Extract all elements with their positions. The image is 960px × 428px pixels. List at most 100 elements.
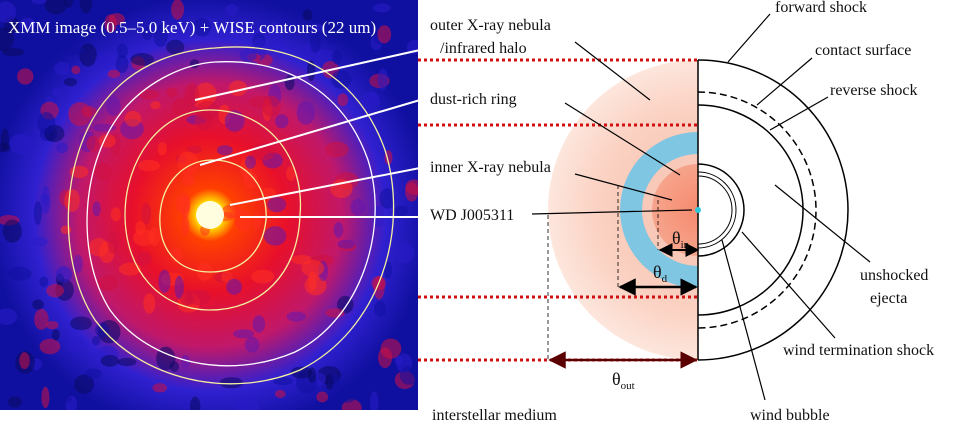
label: WD J005311 bbox=[430, 207, 514, 224]
speckle bbox=[224, 110, 245, 132]
symbol: θ bbox=[672, 228, 681, 248]
speckle bbox=[41, 386, 50, 409]
speckle bbox=[219, 377, 244, 389]
speckle bbox=[27, 33, 37, 56]
speckle bbox=[98, 275, 118, 292]
speckle bbox=[95, 52, 114, 70]
speckle bbox=[31, 0, 47, 5]
contour bbox=[86, 61, 376, 367]
speckle bbox=[384, 386, 401, 410]
speckle bbox=[124, 110, 142, 127]
angle-label: θd bbox=[653, 262, 668, 285]
speckle bbox=[252, 315, 266, 333]
speckle bbox=[51, 329, 60, 341]
speckle bbox=[171, 0, 185, 20]
speckle bbox=[373, 275, 385, 300]
speckle bbox=[118, 262, 142, 276]
speckle bbox=[244, 336, 260, 353]
speckle bbox=[92, 201, 101, 217]
speckle bbox=[296, 101, 315, 125]
pointer bbox=[564, 102, 681, 176]
pointer-lines bbox=[194, 49, 421, 218]
speckle bbox=[39, 58, 51, 72]
speckle bbox=[84, 368, 102, 379]
pointer bbox=[229, 167, 421, 206]
subscript: d bbox=[662, 273, 668, 285]
speckle bbox=[272, 376, 293, 386]
speckle bbox=[19, 17, 36, 30]
forward-shock bbox=[697, 59, 849, 361]
nebula-schematic bbox=[548, 60, 698, 360]
speckle bbox=[394, 242, 415, 264]
speckle bbox=[19, 352, 30, 370]
pointer bbox=[199, 99, 421, 166]
speckle bbox=[43, 35, 65, 54]
pointer bbox=[574, 173, 673, 201]
bright-core bbox=[196, 201, 224, 229]
speckle bbox=[7, 266, 32, 281]
speckle bbox=[56, 142, 69, 154]
speckle bbox=[239, 48, 257, 62]
speckle bbox=[39, 338, 61, 355]
speckle bbox=[107, 230, 120, 254]
speckle bbox=[243, 171, 258, 189]
speckle bbox=[44, 0, 67, 15]
label: reverse shock bbox=[830, 82, 918, 99]
speckle bbox=[158, 269, 171, 293]
speckle bbox=[369, 391, 379, 410]
speckle bbox=[31, 237, 48, 247]
speckle bbox=[333, 221, 344, 238]
speckle bbox=[130, 53, 154, 66]
speckle bbox=[93, 162, 112, 181]
speckle bbox=[261, 187, 277, 198]
speckle bbox=[226, 278, 242, 295]
pointer bbox=[194, 49, 421, 101]
speckle bbox=[216, 145, 233, 156]
pointer bbox=[774, 184, 871, 263]
speckle bbox=[79, 43, 97, 67]
shock-structure bbox=[697, 59, 849, 361]
speckle bbox=[286, 311, 306, 322]
speckle bbox=[46, 321, 59, 330]
speckle bbox=[136, 251, 152, 266]
speckle bbox=[52, 87, 62, 97]
speckle bbox=[148, 226, 160, 247]
speckle bbox=[46, 283, 64, 298]
speckle bbox=[166, 87, 178, 98]
speckle bbox=[0, 128, 10, 151]
subscript: in bbox=[681, 239, 690, 251]
reverse-shock bbox=[697, 104, 804, 316]
speckle bbox=[314, 49, 336, 62]
speckle bbox=[290, 366, 313, 379]
speckle bbox=[267, 196, 287, 213]
contour bbox=[159, 159, 267, 273]
white-dwarf bbox=[695, 207, 701, 213]
speckle bbox=[142, 26, 153, 41]
speckle bbox=[233, 329, 254, 339]
speckle bbox=[54, 61, 70, 76]
speckle bbox=[153, 24, 168, 48]
speckle bbox=[100, 354, 119, 367]
speckle bbox=[380, 338, 402, 359]
speckle bbox=[32, 299, 44, 310]
speckle bbox=[316, 391, 329, 403]
speckle bbox=[379, 188, 395, 209]
speckle bbox=[181, 215, 190, 236]
label: forward shock bbox=[775, 0, 867, 16]
speckle bbox=[138, 159, 161, 172]
speckle bbox=[38, 193, 51, 214]
image-caption: XMM image (0.5–5.0 keV) + WISE contours … bbox=[8, 18, 376, 37]
speckle bbox=[106, 96, 121, 117]
speckle bbox=[73, 254, 83, 273]
speckle bbox=[0, 308, 18, 325]
speckle bbox=[304, 275, 327, 296]
speckle bbox=[174, 275, 184, 300]
radius-guides bbox=[547, 185, 659, 360]
speckle bbox=[22, 371, 45, 388]
speckle bbox=[337, 391, 356, 403]
speckle bbox=[405, 182, 418, 202]
speckle bbox=[324, 141, 349, 158]
speckle bbox=[143, 293, 156, 314]
speckle bbox=[175, 192, 191, 214]
